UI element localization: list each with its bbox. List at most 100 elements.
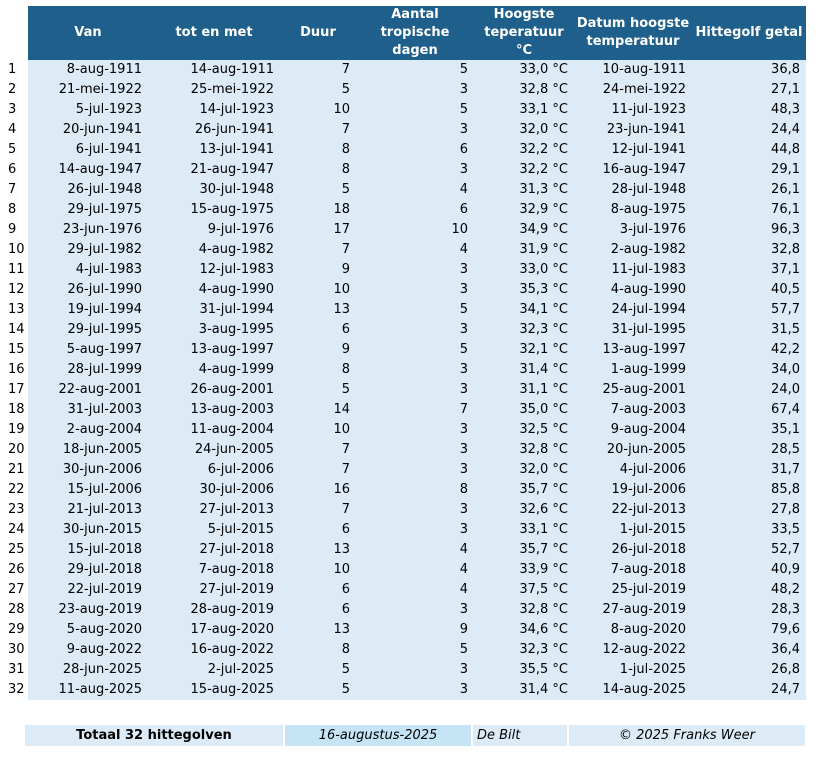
row-index[interactable]: 27: [0, 580, 28, 600]
cell-duur[interactable]: 14: [280, 400, 356, 420]
cell-tropische-dagen[interactable]: 4: [356, 180, 474, 200]
cell-duur[interactable]: 13: [280, 300, 356, 320]
cell-hittegolf-getal[interactable]: 79,6: [692, 620, 806, 640]
cell-tropische-dagen[interactable]: 5: [356, 60, 474, 80]
cell-datum-hoogste[interactable]: 10-aug-1911: [574, 60, 692, 80]
cell-hittegolf-getal[interactable]: 24,0: [692, 380, 806, 400]
header-tot[interactable]: tot en met: [148, 6, 280, 60]
cell-tot[interactable]: 3-aug-1995: [148, 320, 280, 340]
cell-hoogste-temperatuur[interactable]: 32,2 °C: [474, 140, 574, 160]
cell-hoogste-temperatuur[interactable]: 32,1 °C: [474, 340, 574, 360]
cell-tropische-dagen[interactable]: 5: [356, 300, 474, 320]
cell-datum-hoogste[interactable]: 1-aug-1999: [574, 360, 692, 380]
cell-datum-hoogste[interactable]: 14-aug-2025: [574, 680, 692, 700]
cell-tropische-dagen[interactable]: 4: [356, 540, 474, 560]
cell-datum-hoogste[interactable]: 12-jul-1941: [574, 140, 692, 160]
cell-hittegolf-getal[interactable]: 24,4: [692, 120, 806, 140]
row-index[interactable]: 19: [0, 420, 28, 440]
cell-hittegolf-getal[interactable]: 85,8: [692, 480, 806, 500]
cell-van[interactable]: 23-aug-2019: [28, 600, 148, 620]
cell-hoogste-temperatuur[interactable]: 32,9 °C: [474, 200, 574, 220]
cell-van[interactable]: 21-mei-1922: [28, 80, 148, 100]
cell-datum-hoogste[interactable]: 16-aug-1947: [574, 160, 692, 180]
cell-datum-hoogste[interactable]: 22-jul-2013: [574, 500, 692, 520]
cell-tropische-dagen[interactable]: 10: [356, 220, 474, 240]
cell-datum-hoogste[interactable]: 3-jul-1976: [574, 220, 692, 240]
row-index[interactable]: 25: [0, 540, 28, 560]
cell-van[interactable]: 29-jul-1975: [28, 200, 148, 220]
cell-hittegolf-getal[interactable]: 34,0: [692, 360, 806, 380]
cell-tropische-dagen[interactable]: 4: [356, 240, 474, 260]
cell-hoogste-temperatuur[interactable]: 35,7 °C: [474, 480, 574, 500]
cell-hoogste-temperatuur[interactable]: 31,9 °C: [474, 240, 574, 260]
cell-tropische-dagen[interactable]: 3: [356, 420, 474, 440]
cell-duur[interactable]: 6: [280, 320, 356, 340]
cell-hittegolf-getal[interactable]: 26,1: [692, 180, 806, 200]
cell-datum-hoogste[interactable]: 12-aug-2022: [574, 640, 692, 660]
cell-van[interactable]: 26-jul-1990: [28, 280, 148, 300]
cell-van[interactable]: 9-aug-2022: [28, 640, 148, 660]
row-index[interactable]: 29: [0, 620, 28, 640]
cell-duur[interactable]: 7: [280, 120, 356, 140]
cell-van[interactable]: 19-jul-1994: [28, 300, 148, 320]
header-hoogste-temperatuur[interactable]: Hoogste teperatuur °C: [474, 6, 574, 60]
cell-duur[interactable]: 9: [280, 340, 356, 360]
cell-hittegolf-getal[interactable]: 32,8: [692, 240, 806, 260]
cell-tropische-dagen[interactable]: 3: [356, 120, 474, 140]
row-index[interactable]: 24: [0, 520, 28, 540]
cell-hittegolf-getal[interactable]: 40,5: [692, 280, 806, 300]
cell-hoogste-temperatuur[interactable]: 34,9 °C: [474, 220, 574, 240]
cell-tropische-dagen[interactable]: 5: [356, 100, 474, 120]
row-index[interactable]: 30: [0, 640, 28, 660]
cell-hittegolf-getal[interactable]: 40,9: [692, 560, 806, 580]
cell-tropische-dagen[interactable]: 3: [356, 520, 474, 540]
row-index[interactable]: 13: [0, 300, 28, 320]
row-index[interactable]: 32: [0, 680, 28, 700]
cell-tropische-dagen[interactable]: 3: [356, 320, 474, 340]
cell-datum-hoogste[interactable]: 13-aug-1997: [574, 340, 692, 360]
row-index[interactable]: 11: [0, 260, 28, 280]
row-index[interactable]: 4: [0, 120, 28, 140]
row-index[interactable]: 8: [0, 200, 28, 220]
cell-hittegolf-getal[interactable]: 27,8: [692, 500, 806, 520]
cell-van[interactable]: 28-jun-2025: [28, 660, 148, 680]
cell-hoogste-temperatuur[interactable]: 33,0 °C: [474, 60, 574, 80]
cell-tropische-dagen[interactable]: 7: [356, 400, 474, 420]
cell-datum-hoogste[interactable]: 4-aug-1990: [574, 280, 692, 300]
cell-van[interactable]: 30-jun-2006: [28, 460, 148, 480]
cell-tot[interactable]: 14-jul-1923: [148, 100, 280, 120]
cell-hoogste-temperatuur[interactable]: 32,8 °C: [474, 80, 574, 100]
row-index[interactable]: 1: [0, 60, 28, 80]
cell-van[interactable]: 8-aug-1911: [28, 60, 148, 80]
cell-duur[interactable]: 8: [280, 640, 356, 660]
header-duur[interactable]: Duur: [280, 6, 356, 60]
cell-tropische-dagen[interactable]: 5: [356, 340, 474, 360]
cell-van[interactable]: 20-jun-1941: [28, 120, 148, 140]
cell-hoogste-temperatuur[interactable]: 32,0 °C: [474, 120, 574, 140]
row-index[interactable]: 6: [0, 160, 28, 180]
cell-tot[interactable]: 17-aug-2020: [148, 620, 280, 640]
cell-datum-hoogste[interactable]: 8-aug-2020: [574, 620, 692, 640]
row-index[interactable]: 5: [0, 140, 28, 160]
header-tropische-dagen[interactable]: Aantal tropische dagen: [356, 6, 474, 60]
row-index[interactable]: 18: [0, 400, 28, 420]
row-index[interactable]: 26: [0, 560, 28, 580]
cell-tropische-dagen[interactable]: 6: [356, 200, 474, 220]
cell-datum-hoogste[interactable]: 31-jul-1995: [574, 320, 692, 340]
cell-hittegolf-getal[interactable]: 35,1: [692, 420, 806, 440]
cell-duur[interactable]: 7: [280, 440, 356, 460]
cell-hoogste-temperatuur[interactable]: 33,1 °C: [474, 100, 574, 120]
cell-duur[interactable]: 6: [280, 580, 356, 600]
cell-duur[interactable]: 5: [280, 380, 356, 400]
cell-tropische-dagen[interactable]: 3: [356, 660, 474, 680]
cell-hittegolf-getal[interactable]: 48,2: [692, 580, 806, 600]
cell-hoogste-temperatuur[interactable]: 35,0 °C: [474, 400, 574, 420]
row-index[interactable]: 15: [0, 340, 28, 360]
cell-duur[interactable]: 5: [280, 80, 356, 100]
cell-tot[interactable]: 31-jul-1994: [148, 300, 280, 320]
cell-tropische-dagen[interactable]: 3: [356, 160, 474, 180]
cell-tot[interactable]: 15-aug-2025: [148, 680, 280, 700]
cell-duur[interactable]: 5: [280, 660, 356, 680]
cell-duur[interactable]: 13: [280, 540, 356, 560]
cell-hittegolf-getal[interactable]: 29,1: [692, 160, 806, 180]
